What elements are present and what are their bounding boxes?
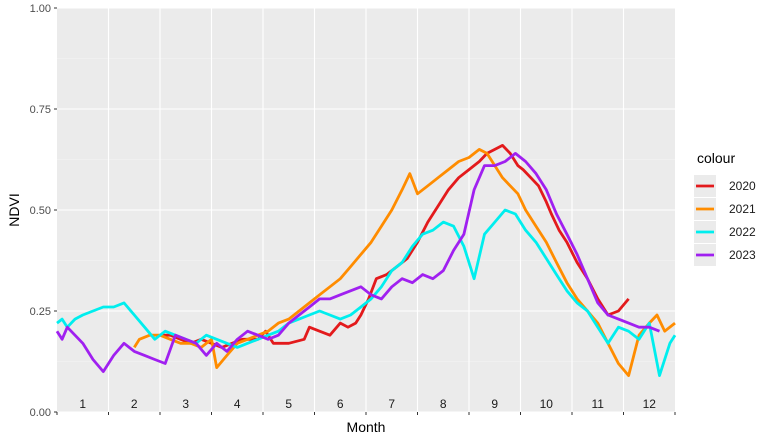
- month-label: 5: [285, 397, 292, 411]
- y-tick-label: 0.50: [30, 205, 51, 217]
- month-label: 9: [491, 397, 498, 411]
- y-axis-title: NDVI: [6, 193, 22, 226]
- month-label: 8: [440, 397, 447, 411]
- legend-label-2023: 2023: [729, 248, 756, 262]
- y-tick-label: 0.75: [30, 104, 51, 116]
- month-label: 3: [182, 397, 189, 411]
- legend-title: colour: [697, 150, 735, 166]
- month-label: 10: [540, 397, 554, 411]
- legend-label-2021: 2021: [729, 202, 756, 216]
- x-axis-title: Month: [347, 419, 386, 435]
- legend-label-2022: 2022: [729, 225, 756, 239]
- month-label: 6: [337, 397, 344, 411]
- legend: colour 2020 2021 2022 2023: [694, 150, 756, 266]
- y-tick-label: 0.25: [30, 306, 51, 318]
- series-lines: [55, 144, 677, 377]
- series-line-2022: [56, 208, 677, 377]
- y-tick-label: 0.00: [30, 407, 51, 419]
- month-labels: 1 2 3 4 5 6 7 8 9 10 11 12: [79, 397, 656, 411]
- x-axis-ticks: [56, 412, 676, 415]
- y-axis: 0.00 0.25 0.50 0.75 1.00: [30, 3, 57, 419]
- month-label: 2: [131, 397, 138, 411]
- month-label: 1: [79, 397, 86, 411]
- legend-label-2020: 2020: [729, 179, 756, 193]
- month-label: 7: [388, 397, 395, 411]
- month-label: 4: [234, 397, 241, 411]
- series-line-2023: [55, 152, 661, 373]
- month-label: 12: [643, 397, 657, 411]
- month-label: 11: [592, 397, 605, 411]
- y-tick-label: 1.00: [30, 3, 51, 15]
